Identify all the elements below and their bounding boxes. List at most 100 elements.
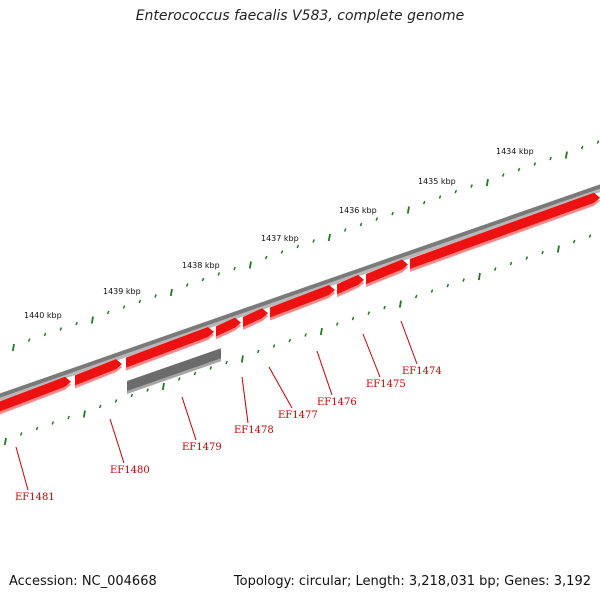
inner-tick [35,426,39,431]
outer-tick [501,173,505,177]
genome-backbone [0,184,600,402]
outer-tick [138,299,142,304]
gene-arrow-ef1479[interactable] [127,348,221,391]
inner-tick [398,300,402,308]
gene-label-ef1477: EF1477 [278,410,318,421]
outer-tick [422,200,426,205]
inner-tick [288,338,292,343]
outer-tick [343,228,347,232]
inner-tick [367,311,371,315]
outer-tick [75,321,78,326]
outer-tick-track [11,140,600,352]
label-leader-line [268,366,293,409]
inner-tick [525,256,529,260]
inner-tick [493,267,497,271]
outer-tick [533,162,537,166]
gene-label-ef1475: EF1475 [366,379,406,390]
label-leader-line [362,333,381,378]
gene-label-ef1476: EF1476 [317,397,357,408]
outer-tick [27,338,31,342]
outer-tick [517,167,521,172]
gene-label-ef1479: EF1479 [182,442,222,453]
ruler-label: 1440 kbp [24,311,62,320]
gene-label-ef1478: EF1478 [234,425,274,436]
outer-tick [580,145,584,150]
inner-tick [272,344,276,348]
inner-tick [446,283,450,288]
gene-label-ef1474: EF1474 [402,366,442,377]
inner-tick [146,388,149,392]
gene-arrow[interactable] [75,359,122,386]
inner-tick [193,371,197,376]
outer-tick [470,184,473,188]
outer-tick [106,310,110,315]
outer-tick [264,255,268,260]
outer-tick [169,288,173,297]
outer-tick [454,189,458,194]
ruler-label: 1434 kbp [496,147,534,156]
inner-tick [383,305,386,310]
outer-tick [564,151,568,159]
outer-tick [485,178,489,187]
gene-label-ef1480: EF1480 [110,465,150,476]
label-leaders [15,320,418,491]
gene-label-ef1481: EF1481 [15,492,55,503]
gene-arrow[interactable] [243,308,268,327]
label-leader-line [109,418,125,464]
inner-tick [430,289,434,293]
topology-summary: Topology: circular; Length: 3,218,031 bp… [233,574,591,589]
outer-tick [185,283,189,287]
gene-track [0,192,600,415]
outer-tick [549,156,552,161]
outer-tick [280,250,284,254]
outer-tick [201,277,205,282]
inner-tick [209,366,213,370]
outer-tick [438,195,442,199]
inner-tick-track [3,234,592,446]
outer-tick [327,233,331,242]
outer-tick [11,343,15,352]
outer-tick [596,140,600,144]
genome-title: Enterococcus faecalis V583, complete gen… [135,8,465,24]
ruler-label: 1438 kbp [182,261,220,270]
outer-tick [122,305,126,309]
inner-tick [556,245,560,253]
inner-tick [82,410,86,418]
gene-arrow[interactable] [0,376,71,413]
label-leader-line [181,396,197,441]
inner-tick [67,415,70,420]
inner-tick [509,261,513,266]
ruler-labels: 1434 kbp 1435 kbp 1436 kbp 1437 kbp 1438… [24,147,534,320]
label-leader-line [400,320,418,365]
outer-tick [90,316,94,324]
inner-tick [51,421,55,425]
outer-tick [43,332,47,337]
inner-tick [572,239,576,244]
outer-tick [391,211,394,216]
gene-arrow[interactable] [366,259,408,285]
gene-arrow[interactable] [270,284,335,318]
inner-tick [477,272,481,281]
outer-tick [233,266,236,271]
label-leader-line [241,376,249,424]
gene-arrow[interactable] [337,274,364,295]
outer-tick [312,239,315,243]
inner-tick [414,294,418,299]
inner-tick [462,278,465,282]
ruler-label: 1439 kbp [103,287,141,296]
gene-arrow[interactable] [216,317,241,337]
outer-tick [296,244,300,249]
gene-arrow[interactable] [410,192,600,269]
inner-tick [588,234,592,238]
inner-tick [541,250,544,255]
inner-tick [335,322,339,326]
inner-tick [3,437,7,446]
outer-tick [154,294,157,298]
outer-tick [406,206,410,214]
inner-tick [98,404,102,409]
inner-tick [304,333,307,337]
inner-tick [225,360,228,365]
gene-arrow[interactable] [126,327,214,368]
inner-tick [351,316,355,321]
